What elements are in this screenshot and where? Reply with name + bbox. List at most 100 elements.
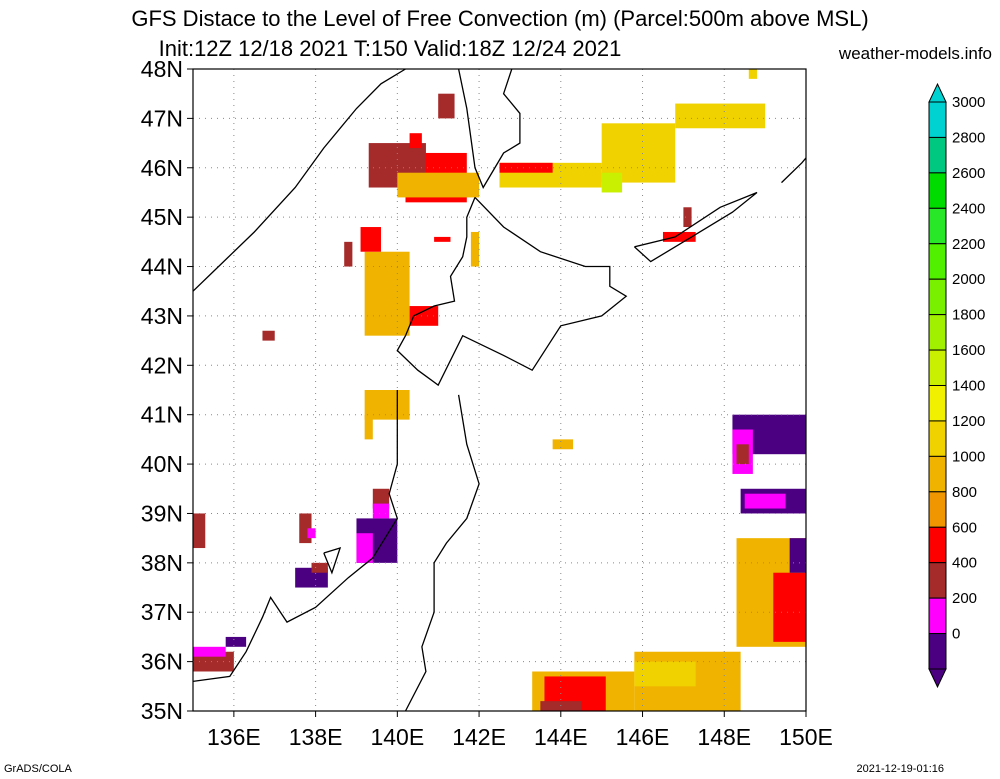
lon-tick-label: 140E [370, 724, 424, 750]
colorbar-swatch [928, 562, 947, 599]
colorbar-label: 2200 [952, 236, 985, 253]
colorbar-label: 1400 [952, 378, 985, 395]
colorbar-label: 1800 [952, 307, 985, 324]
lon-tick-label: 144E [534, 724, 588, 750]
site-credit: weather-models.info [838, 44, 992, 63]
field-patch [736, 444, 749, 465]
colorbar: 3000280026002400220020001800160014001200… [928, 82, 985, 689]
field-patch [193, 646, 226, 657]
lon-tick-label: 150E [779, 724, 833, 750]
field-patch [372, 488, 390, 509]
colorbar-label: 400 [952, 555, 977, 572]
field-patch [499, 162, 553, 173]
field-patch [773, 572, 806, 642]
lon-tick-label: 138E [289, 724, 343, 750]
colorbar-label: 2400 [952, 200, 985, 217]
lon-tick-label: 146E [616, 724, 670, 750]
lat-tick-label: 47N [141, 105, 183, 131]
field-patch [434, 236, 451, 242]
coastline [633, 191, 758, 263]
field-patch [225, 636, 247, 647]
lon-tick-label: 148E [697, 724, 751, 750]
colorbar-label: 2800 [952, 129, 985, 146]
chart-subtitle: Init:12Z 12/18 2021 T:150 Valid:18Z 12/2… [158, 36, 622, 61]
colorbar-swatch [928, 633, 947, 670]
lat-tick-label: 48N [141, 56, 183, 82]
coastline-layer [192, 68, 807, 712]
colorbar-swatch [928, 136, 947, 174]
generation-timestamp: 2021-12-19-01:16 [856, 763, 944, 775]
lat-tick-label: 38N [141, 550, 183, 576]
colorbar-label: 600 [952, 519, 977, 536]
field-patch [634, 661, 696, 687]
colorbar-label: 1600 [952, 342, 985, 359]
coastline [781, 157, 807, 184]
colorbar-swatch [928, 207, 947, 245]
colorbar-swatch [928, 420, 947, 457]
coastline [404, 394, 480, 712]
lat-tick-label: 40N [141, 451, 183, 477]
lat-tick-label: 35N [141, 698, 183, 724]
field-patch [193, 651, 234, 672]
colorbar-swatch [928, 349, 947, 386]
colorbar-swatch [928, 455, 947, 493]
colorbar-label: 200 [952, 590, 977, 607]
lon-tick-label: 142E [452, 724, 506, 750]
colorbar-swatch [928, 491, 947, 528]
lon-tick-label: 136E [207, 724, 261, 750]
chart-title: GFS Distace to the Level of Free Convect… [131, 6, 869, 31]
colorbar-label: 1000 [952, 448, 985, 465]
field-patch [662, 231, 696, 242]
colorbar-label: 2600 [952, 165, 985, 182]
field-patch [552, 439, 574, 450]
field-patch [744, 493, 786, 509]
colorbar-label: 0 [952, 626, 960, 643]
axis-ticks: 48N 47N 46N 45N 44N 43N 42N 41N 40N 39N 38N 37N 36N 3… [141, 56, 833, 750]
colorbar-bottom-arrow [928, 668, 947, 689]
lat-tick-label: 37N [141, 599, 183, 625]
lat-tick-label: 39N [141, 500, 183, 526]
colorbar-label: 800 [952, 484, 977, 501]
coastline [323, 547, 342, 575]
software-credit: GrADS/COLA [4, 763, 72, 775]
lat-tick-label: 43N [141, 303, 183, 329]
coastline [192, 68, 406, 292]
field-patch [470, 231, 480, 267]
field-patch [344, 241, 353, 267]
colorbar-top-arrow [928, 82, 947, 103]
field-patch [540, 701, 582, 711]
graticule [193, 69, 806, 711]
field-patch [364, 414, 373, 440]
coastline [457, 68, 521, 189]
colorbar-swatch [928, 243, 947, 280]
field-patch [683, 207, 692, 228]
field-patch [307, 528, 316, 539]
colorbar-label: 1200 [952, 413, 985, 430]
field-patch [409, 133, 422, 149]
field-patch [789, 538, 806, 573]
field-patch [748, 69, 757, 79]
lat-tick-label: 46N [141, 155, 183, 181]
coastline [192, 390, 399, 683]
field-patch [262, 330, 275, 341]
field-patch [311, 562, 328, 573]
field-patch [601, 172, 623, 193]
field-patch [409, 306, 439, 326]
field-patch [295, 567, 328, 588]
colorbar-swatch [928, 526, 947, 564]
lat-tick-label: 44N [141, 254, 183, 280]
field-layer [193, 69, 806, 711]
field-patch [360, 227, 381, 252]
field-patch [364, 251, 410, 336]
field-patch [675, 103, 766, 129]
colorbar-swatch [928, 314, 947, 351]
map-frame [192, 68, 807, 712]
lat-tick-label: 42N [141, 352, 183, 378]
colorbar-label: 3000 [952, 94, 985, 111]
coastline [396, 196, 628, 387]
colorbar-swatch [928, 172, 947, 209]
lat-tick-label: 41N [141, 402, 183, 428]
field-patch [438, 93, 455, 119]
field-patch [356, 533, 373, 563]
